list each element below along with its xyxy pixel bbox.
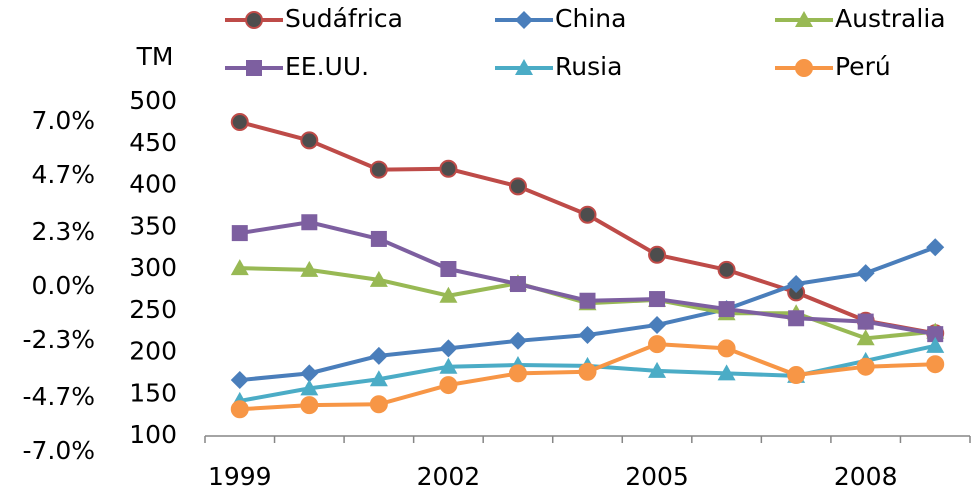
data-point — [369, 395, 388, 414]
x-tick-label: 1999 — [208, 462, 272, 491]
data-point — [300, 379, 319, 396]
data-point — [439, 286, 458, 303]
y2-tick-label: -7.0% — [22, 436, 95, 465]
data-point — [926, 238, 945, 257]
legend-marker — [515, 59, 533, 75]
data-point — [230, 113, 249, 132]
x-tick-label: 2002 — [417, 462, 481, 491]
data-point — [440, 261, 457, 277]
data-point — [509, 276, 526, 293]
y-tick-label: 300 — [129, 253, 177, 282]
data-point — [508, 331, 527, 350]
data-point — [649, 291, 666, 308]
data-point — [439, 159, 458, 178]
data-point — [787, 275, 806, 294]
data-point — [787, 366, 806, 385]
data-point — [856, 357, 875, 376]
data-point — [788, 310, 805, 327]
data-point — [230, 371, 249, 390]
data-point — [648, 245, 667, 264]
data-point — [439, 357, 458, 374]
data-point — [301, 214, 318, 231]
y2-tick-label: 2.3% — [31, 217, 95, 246]
data-point — [648, 361, 667, 378]
data-point — [718, 301, 735, 318]
y-tick-label: 250 — [129, 295, 177, 324]
data-point — [369, 160, 388, 179]
y-tick-label: 500 — [129, 86, 177, 115]
legend-label: EE.UU. — [285, 52, 369, 81]
legend-label: China — [555, 4, 626, 33]
data-point — [508, 177, 527, 196]
data-point — [856, 329, 875, 346]
y-tick-label: 150 — [129, 378, 177, 407]
data-point — [857, 313, 874, 330]
data-point — [579, 292, 596, 309]
y-tick-label: 350 — [129, 211, 177, 240]
legend-label: Rusia — [555, 52, 622, 81]
data-point — [578, 205, 597, 224]
data-point — [369, 346, 388, 365]
legend-marker — [245, 11, 263, 29]
legend-label: Perú — [835, 52, 891, 81]
legend-label: Australia — [835, 4, 946, 33]
data-point — [856, 264, 875, 283]
legend-label: Sudáfrica — [285, 4, 403, 33]
y2-tick-label: -2.3% — [22, 325, 95, 354]
data-point — [300, 364, 319, 383]
data-point — [926, 336, 945, 353]
y-tick-label: 450 — [129, 128, 177, 157]
data-point — [370, 230, 387, 247]
data-point — [578, 362, 597, 381]
y-axis-label: TM — [136, 42, 174, 71]
legend-marker — [795, 59, 813, 77]
x-tick-label: 2008 — [834, 462, 898, 491]
data-point — [369, 370, 388, 387]
data-point — [717, 364, 736, 381]
data-point — [717, 260, 736, 279]
data-point — [927, 326, 944, 343]
data-point — [300, 260, 319, 277]
y2-tick-label: 7.0% — [31, 106, 95, 135]
data-point — [230, 400, 249, 419]
legend-marker — [246, 60, 262, 76]
data-point — [230, 259, 249, 276]
data-point — [926, 355, 945, 374]
data-point — [648, 335, 667, 354]
data-point — [369, 270, 388, 287]
data-point — [717, 339, 736, 358]
y2-tick-label: -4.7% — [22, 382, 95, 411]
legend-marker — [515, 11, 533, 29]
data-point — [648, 315, 667, 334]
y2-tick-label: 4.7% — [31, 160, 95, 189]
y-tick-label: 200 — [129, 337, 177, 366]
x-tick-label: 2005 — [625, 462, 689, 491]
data-point — [508, 364, 527, 383]
y-tick-label: 400 — [129, 170, 177, 199]
data-point — [231, 225, 248, 242]
y2-tick-label: 0.0% — [31, 271, 95, 300]
y-tick-label: 100 — [129, 420, 177, 449]
data-point — [439, 376, 458, 395]
data-point — [439, 339, 458, 358]
data-point — [578, 325, 597, 344]
data-point — [300, 131, 319, 150]
legend-marker — [795, 11, 813, 27]
data-point — [300, 396, 319, 415]
